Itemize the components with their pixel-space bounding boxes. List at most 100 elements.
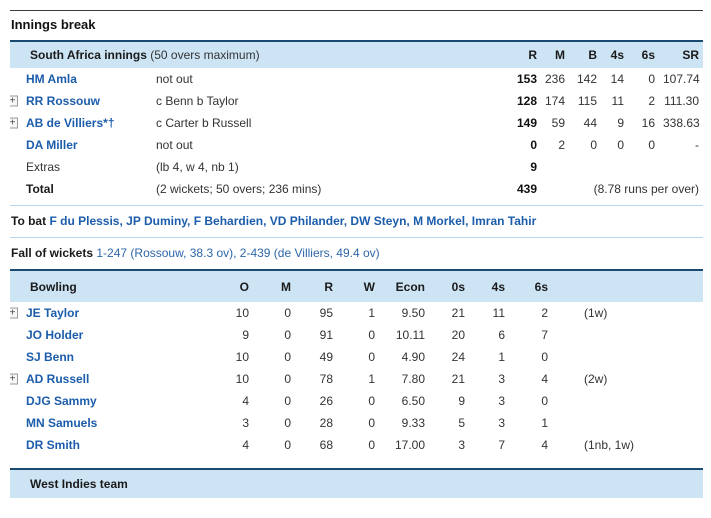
- dots-value: 24: [451, 350, 465, 364]
- economy-value: 9.33: [401, 416, 425, 430]
- bowling-header-row: Bowling O M R W Econ 0s 4s 6s: [10, 269, 703, 302]
- page-title: Innings break: [11, 17, 96, 32]
- bowler-name[interactable]: MN Samuels: [26, 416, 98, 430]
- wickets-value: 0: [368, 416, 375, 430]
- extras-row: Extras (lb 4, w 4, nb 1) 9: [10, 156, 703, 178]
- batsman-row: DA Miller not out 0 2 0 0 0 -: [10, 134, 703, 156]
- fours-value: 14: [610, 72, 624, 86]
- bowler-name[interactable]: DJG Sammy: [26, 394, 97, 408]
- balls-value: 115: [577, 94, 597, 108]
- bowler-name[interactable]: JE Taylor: [26, 306, 80, 320]
- batsman-name[interactable]: RR Rossouw: [26, 94, 101, 108]
- col-header-balls: B: [569, 40, 601, 68]
- maidens-value: 0: [284, 394, 291, 408]
- plus-box-icon[interactable]: +: [10, 307, 18, 319]
- bowling-title: Bowling: [10, 269, 205, 302]
- bowler-row: DJG Sammy 4 0 26 0 6.50 9 3 0: [10, 390, 703, 412]
- economy-value: 17.00: [394, 438, 425, 452]
- fall-of-wickets-row: Fall of wickets 1-247 (Rossouw, 38.3 ov)…: [10, 238, 703, 269]
- bowler-name[interactable]: JO Holder: [26, 328, 84, 342]
- dots-value: 20: [451, 328, 465, 342]
- economy-value: 7.80: [401, 372, 425, 386]
- sixes-value: 4: [541, 372, 548, 386]
- minutes-value: 2: [558, 138, 565, 152]
- balls-value: 44: [583, 116, 597, 130]
- col-header-runs: R: [487, 40, 541, 68]
- strike-rate-value: -: [695, 138, 699, 152]
- col-header-strike-rate: SR: [659, 40, 703, 68]
- dots-value: 21: [451, 306, 465, 320]
- extras-label: Extras: [26, 160, 61, 174]
- overs-value: 9: [242, 328, 249, 342]
- balls-value: 0: [590, 138, 597, 152]
- col-header-dots: 0s: [429, 269, 469, 302]
- fours-value: 6: [498, 328, 505, 342]
- bowler-name[interactable]: SJ Benn: [26, 350, 75, 364]
- overs-value: 3: [242, 416, 249, 430]
- batsman-name[interactable]: DA Miller: [26, 138, 78, 152]
- strike-rate-value: 338.63: [663, 116, 700, 130]
- separator: [10, 205, 703, 206]
- to-bat-players[interactable]: F du Plessis, JP Duminy, F Behardien, VD…: [49, 214, 537, 228]
- bowler-name[interactable]: DR Smith: [26, 438, 80, 452]
- maidens-value: 0: [284, 438, 291, 452]
- runs-value: 149: [516, 116, 537, 130]
- col-header-overs: O: [205, 269, 253, 302]
- wickets-value: 1: [368, 306, 375, 320]
- runs-value: 78: [319, 372, 333, 386]
- fours-value: 3: [498, 372, 505, 386]
- minutes-value: 174: [545, 94, 566, 108]
- runs-value: 0: [530, 138, 537, 152]
- extras-note: [552, 346, 703, 368]
- total-runs: 439: [516, 182, 537, 196]
- sixes-value: 4: [541, 438, 548, 452]
- dots-value: 21: [451, 372, 465, 386]
- maidens-value: 0: [284, 328, 291, 342]
- innings-table: South Africa innings (50 overs maximum) …: [10, 40, 703, 200]
- wickets-value: 0: [368, 328, 375, 342]
- economy-value: 6.50: [401, 394, 425, 408]
- sixes-value: 0: [648, 138, 655, 152]
- col-header-fours: 4s: [601, 40, 628, 68]
- maidens-value: 0: [284, 350, 291, 364]
- wickets-value: 1: [368, 372, 375, 386]
- innings-header-row: South Africa innings (50 overs maximum) …: [10, 40, 703, 68]
- plus-box-icon[interactable]: +: [10, 95, 18, 107]
- wickets-value: 0: [368, 350, 375, 364]
- extras-note: (1w): [584, 306, 608, 320]
- scorecard: Innings break South Africa innings (50 o…: [10, 10, 703, 498]
- dots-value: 5: [458, 416, 465, 430]
- bowler-name[interactable]: AD Russell: [26, 372, 90, 386]
- total-label: Total: [26, 182, 54, 196]
- to-bat-label: To bat: [11, 214, 47, 228]
- col-header-sixes: 6s: [628, 40, 659, 68]
- runs-value: 26: [319, 394, 333, 408]
- maidens-value: 0: [284, 372, 291, 386]
- economy-value: 9.50: [401, 306, 425, 320]
- sixes-value: 0: [541, 394, 548, 408]
- col-header-maidens: M: [253, 269, 295, 302]
- bowling-table: Bowling O M R W Econ 0s 4s 6s + JE Taylo…: [10, 269, 703, 456]
- innings-title-cell: South Africa innings (50 overs maximum): [10, 40, 487, 68]
- dots-value: 9: [458, 394, 465, 408]
- runs-value: 68: [319, 438, 333, 452]
- batsman-name[interactable]: HM Amla: [26, 72, 77, 86]
- plus-box-icon[interactable]: +: [10, 117, 18, 129]
- dots-value: 3: [458, 438, 465, 452]
- runs-value: 91: [319, 328, 333, 342]
- fours-value: 3: [498, 416, 505, 430]
- runs-value: 153: [516, 72, 537, 86]
- runs-value: 95: [319, 306, 333, 320]
- col-header-fours: 4s: [469, 269, 509, 302]
- innings-subtitle: (50 overs maximum): [150, 48, 260, 62]
- minutes-value: 236: [545, 72, 566, 86]
- runs-value: 49: [319, 350, 333, 364]
- west-indies-team-header[interactable]: West Indies team: [10, 468, 703, 498]
- plus-box-icon[interactable]: +: [10, 373, 18, 385]
- batsman-name[interactable]: AB de Villiers*†: [26, 116, 115, 130]
- fours-value: 9: [617, 116, 624, 130]
- run-rate: (8.78 runs per over): [593, 182, 699, 196]
- extras-runs: 9: [530, 160, 537, 174]
- fours-value: 11: [611, 94, 624, 108]
- batsman-row: + RR Rossouw c Benn b Taylor 128 174 115…: [10, 90, 703, 112]
